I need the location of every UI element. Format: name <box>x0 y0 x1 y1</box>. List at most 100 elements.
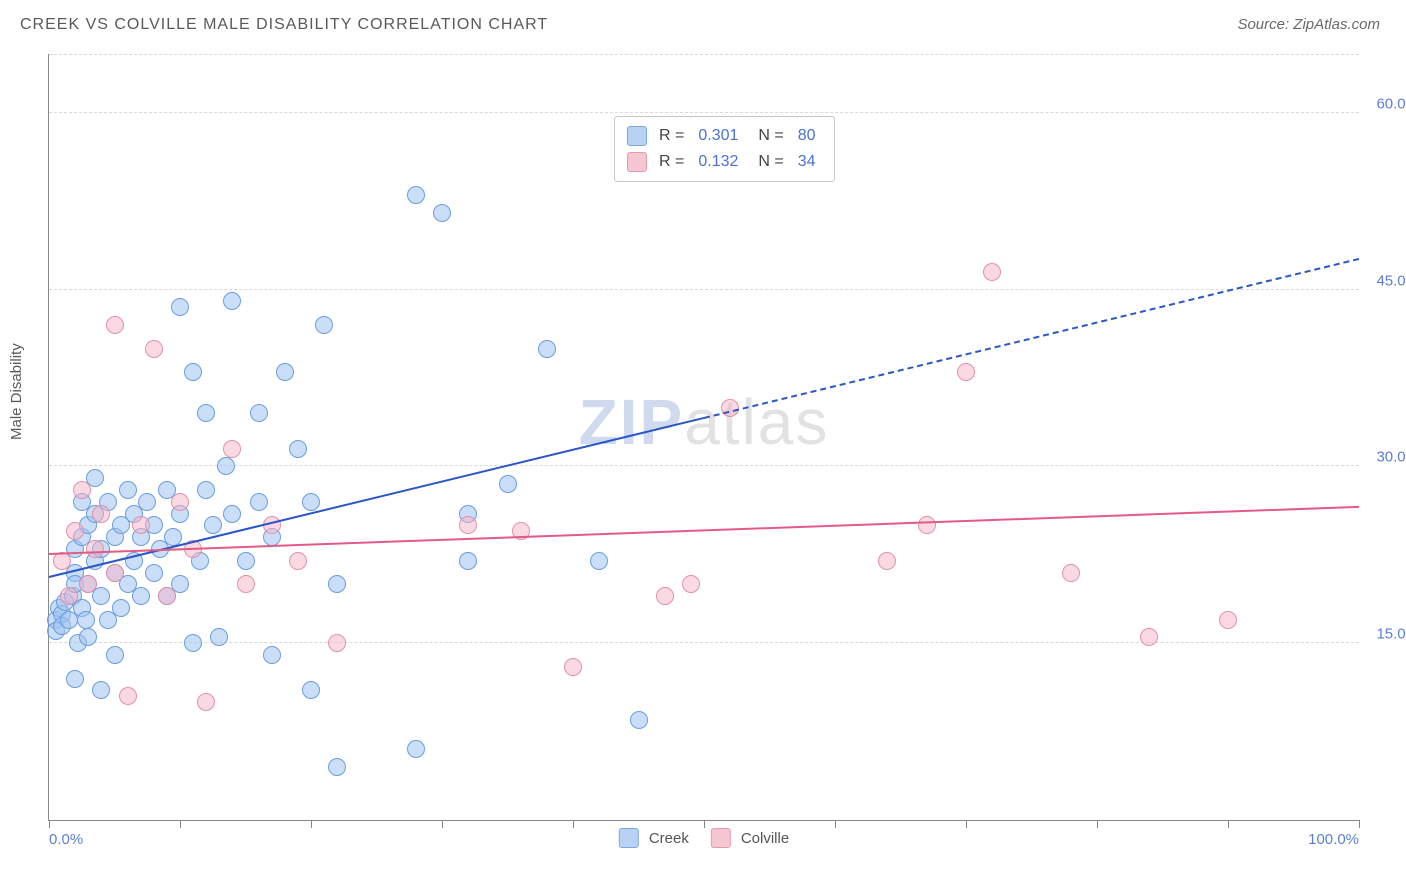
data-point <box>197 404 215 422</box>
data-point <box>459 516 477 534</box>
data-point <box>106 646 124 664</box>
scatter-plot-area: ZIPatlas R =0.301N =80R =0.132N =34 Cree… <box>48 54 1359 821</box>
data-point <box>119 481 137 499</box>
data-point <box>138 493 156 511</box>
x-tick <box>180 820 181 828</box>
data-point <box>73 481 91 499</box>
data-point <box>459 552 477 570</box>
data-point <box>433 204 451 222</box>
source-attribution: Source: ZipAtlas.com <box>1237 16 1380 33</box>
x-tick <box>1359 820 1360 828</box>
data-point <box>250 493 268 511</box>
y-tick-label: 15.0% <box>1364 626 1406 643</box>
legend-row: R =0.132N =34 <box>627 149 822 175</box>
x-tick <box>704 820 705 828</box>
data-point <box>656 587 674 605</box>
x-tick <box>442 820 443 828</box>
data-point <box>590 552 608 570</box>
data-point <box>112 599 130 617</box>
data-point <box>217 457 235 475</box>
data-point <box>918 516 936 534</box>
correlation-legend: R =0.301N =80R =0.132N =34 <box>614 116 835 182</box>
x-tick <box>1097 820 1098 828</box>
data-point <box>1140 628 1158 646</box>
chart-title: CREEK VS COLVILLE MALE DISABILITY CORREL… <box>20 16 548 34</box>
data-point <box>92 681 110 699</box>
data-point <box>79 628 97 646</box>
data-point <box>158 587 176 605</box>
data-point <box>328 634 346 652</box>
data-point <box>237 552 255 570</box>
gridline <box>49 112 1359 113</box>
data-point <box>302 493 320 511</box>
data-point <box>237 575 255 593</box>
data-point <box>223 505 241 523</box>
x-tick <box>835 820 836 828</box>
x-tick <box>311 820 312 828</box>
data-point <box>92 505 110 523</box>
data-point <box>223 292 241 310</box>
data-point <box>132 587 150 605</box>
data-point <box>630 711 648 729</box>
data-point <box>60 587 78 605</box>
data-point <box>328 758 346 776</box>
data-point <box>407 186 425 204</box>
data-point <box>171 493 189 511</box>
data-point <box>564 658 582 676</box>
data-point <box>407 740 425 758</box>
data-point <box>66 522 84 540</box>
data-point <box>263 646 281 664</box>
data-point <box>184 634 202 652</box>
data-point <box>499 475 517 493</box>
data-point <box>682 575 700 593</box>
series-legend: CreekColville <box>619 828 789 848</box>
data-point <box>289 552 307 570</box>
data-point <box>302 681 320 699</box>
data-point <box>132 516 150 534</box>
gridline <box>49 54 1359 55</box>
data-point <box>878 552 896 570</box>
gridline <box>49 465 1359 466</box>
data-point <box>538 340 556 358</box>
data-point <box>1219 611 1237 629</box>
data-point <box>957 363 975 381</box>
x-tick <box>49 820 50 828</box>
data-point <box>250 404 268 422</box>
y-tick-label: 60.0% <box>1364 95 1406 112</box>
data-point <box>79 575 97 593</box>
data-point <box>289 440 307 458</box>
y-tick-label: 45.0% <box>1364 272 1406 289</box>
data-point <box>106 316 124 334</box>
data-point <box>315 316 333 334</box>
data-point <box>184 363 202 381</box>
data-point <box>86 540 104 558</box>
data-point <box>204 516 222 534</box>
y-axis-label: Male Disability <box>8 343 25 440</box>
y-tick-label: 30.0% <box>1364 449 1406 466</box>
data-point <box>276 363 294 381</box>
data-point <box>210 628 228 646</box>
x-tick <box>573 820 574 828</box>
data-point <box>106 564 124 582</box>
data-point <box>1062 564 1080 582</box>
gridline <box>49 289 1359 290</box>
data-point <box>66 670 84 688</box>
data-point <box>171 298 189 316</box>
gridline <box>49 642 1359 643</box>
x-tick-label: 0.0% <box>49 831 83 848</box>
data-point <box>145 340 163 358</box>
data-point <box>328 575 346 593</box>
x-tick <box>1228 820 1229 828</box>
legend-item: Colville <box>711 828 789 848</box>
data-point <box>145 564 163 582</box>
legend-row: R =0.301N =80 <box>627 123 822 149</box>
data-point <box>983 263 1001 281</box>
data-point <box>119 687 137 705</box>
data-point <box>223 440 241 458</box>
x-tick-label: 100.0% <box>1308 831 1359 848</box>
data-point <box>197 693 215 711</box>
data-point <box>77 611 95 629</box>
data-point <box>197 481 215 499</box>
x-tick <box>966 820 967 828</box>
trend-line <box>704 258 1359 419</box>
